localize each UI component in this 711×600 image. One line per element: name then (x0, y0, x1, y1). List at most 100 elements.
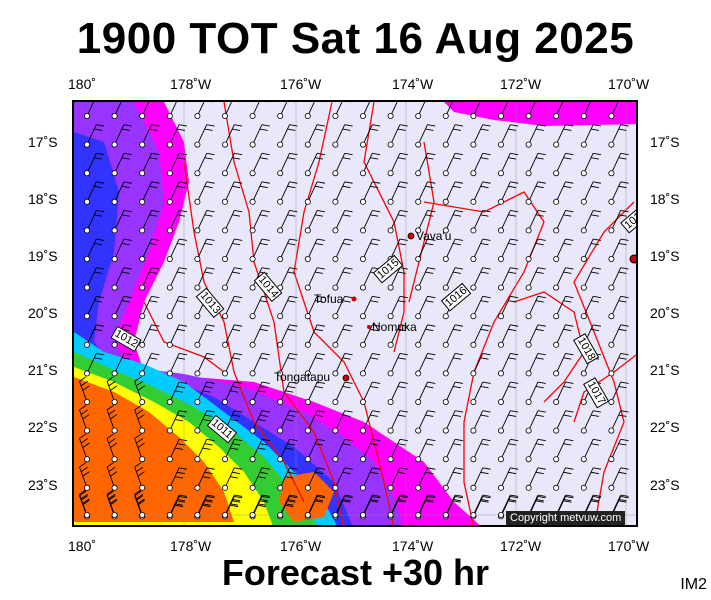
wind-barb (636, 382, 638, 405)
wind-barb (79, 404, 90, 434)
wind-barb (221, 124, 243, 148)
wind-barb (442, 467, 464, 491)
wind-barb (332, 102, 351, 119)
wind-barb (194, 494, 215, 518)
wind-barb (470, 324, 491, 348)
wind-barb (304, 324, 326, 348)
wind-barb (249, 181, 270, 205)
wind-barb (79, 462, 90, 491)
wind-barb (387, 353, 408, 377)
wind-barb (580, 102, 599, 119)
wind-barb (442, 324, 464, 348)
wind-barb (470, 152, 491, 177)
wind-barb (194, 102, 213, 119)
wind-barb (580, 295, 602, 320)
wind-barb (332, 381, 353, 405)
wind-barb (332, 238, 353, 262)
wind-barb (166, 238, 188, 262)
wind-barb (221, 438, 243, 463)
wind-barb (497, 467, 519, 491)
wind-barb (221, 381, 243, 405)
lon-label-top: 172˚W (500, 76, 542, 92)
wind-barb (387, 102, 406, 119)
wind-barb (636, 496, 638, 519)
place-label-tofua: Tofua (314, 292, 344, 306)
wind-barb (415, 210, 436, 234)
wind-barb (139, 124, 160, 148)
wind-barb (194, 267, 215, 291)
wind-barb (553, 410, 574, 434)
wind-barb (277, 210, 298, 234)
wind-barb (415, 152, 436, 177)
wind-barb (304, 295, 326, 320)
lon-label-bottom: 170˚W (608, 538, 650, 554)
wind-barb (194, 124, 215, 148)
wind-barb (139, 102, 158, 119)
wind-barb (636, 239, 638, 262)
wind-barb (470, 438, 491, 463)
wind-barb (580, 267, 602, 291)
wind-barb (553, 181, 574, 205)
lat-label-left: 23˚S (28, 477, 58, 493)
wind-barb (194, 467, 215, 491)
wind-barb (608, 295, 629, 320)
wind-barb (111, 267, 132, 291)
wind-barb (277, 467, 298, 491)
wind-barb (387, 210, 408, 234)
wind-barb (525, 124, 546, 148)
wind-barb (442, 152, 464, 177)
wind-barb (134, 433, 146, 463)
wind-barb (636, 268, 638, 291)
wind-barb (387, 181, 408, 205)
wind-barb (525, 238, 546, 262)
wind-barb (553, 381, 574, 405)
wind-speed-shading (74, 102, 636, 525)
wind-barb (497, 494, 519, 518)
wind-barb (134, 404, 146, 434)
wind-barb (497, 438, 519, 463)
wind-barb (415, 353, 436, 377)
lat-label-right: 17˚S (650, 134, 680, 150)
wind-barb (106, 433, 118, 463)
wind-barb (332, 267, 353, 291)
wind-barb (277, 353, 298, 377)
wind-barb (387, 267, 408, 291)
wind-barb (221, 295, 243, 320)
wind-barb (249, 210, 270, 234)
lat-label-right: 18˚S (650, 191, 680, 207)
wind-barb (249, 324, 270, 348)
wind-barb (221, 238, 243, 262)
wind-barb (249, 102, 268, 119)
wind-barb (83, 152, 105, 177)
wind-barb (442, 353, 464, 377)
wind-barb (442, 102, 461, 119)
wind-barb (332, 210, 353, 234)
place-label-tongatapu: Tongatapu (274, 370, 331, 384)
wind-barb (470, 102, 489, 119)
wind-barb (359, 324, 381, 348)
wind-barb (359, 124, 381, 148)
wind-barb (166, 295, 188, 320)
wind-barb (525, 102, 544, 119)
wind-barb (194, 238, 215, 262)
wind-barb (497, 152, 519, 177)
wind-barb (525, 267, 546, 291)
wind-barb (608, 124, 629, 148)
wind-barb (139, 353, 160, 377)
wind-barb (497, 295, 519, 320)
lon-label-bottom: 176˚W (280, 538, 322, 554)
lat-label-left: 18˚S (28, 191, 58, 207)
wind-barb (387, 410, 408, 434)
lon-label-top: 176˚W (280, 76, 322, 92)
image-code: IM2 (680, 576, 707, 593)
wind-barb (166, 181, 188, 205)
wind-barb (636, 296, 638, 319)
wind-barb (442, 267, 464, 291)
wind-barb (359, 102, 379, 119)
wind-barb (194, 210, 215, 234)
wind-barb (166, 438, 188, 463)
wind-barb (106, 462, 118, 491)
wind-barb (194, 381, 215, 405)
wind-barb (83, 353, 105, 377)
wind-barb (580, 410, 602, 434)
